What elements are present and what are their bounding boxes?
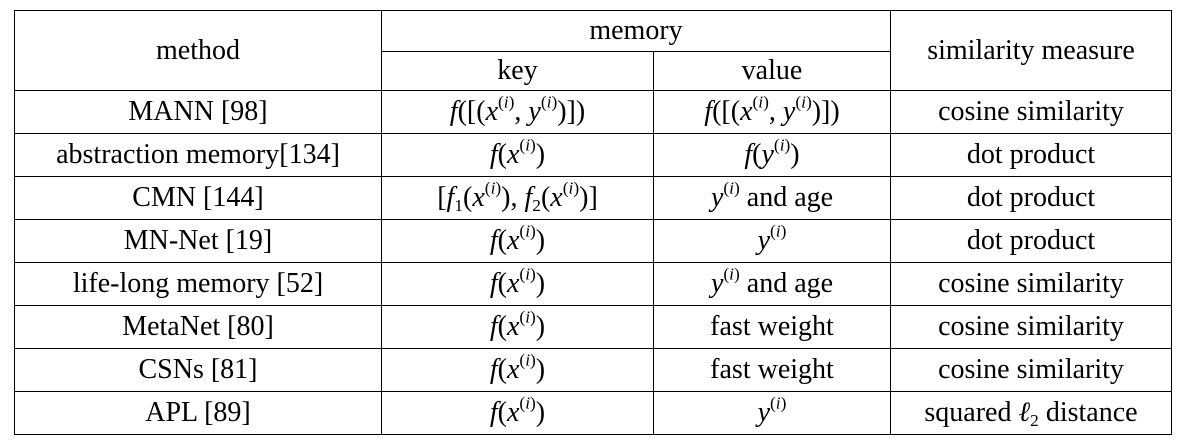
similarity-cell: cosine similarity (890, 262, 1172, 306)
similarity-cell: dot product (890, 219, 1172, 263)
similarity-cell: cosine similarity (890, 348, 1172, 392)
key-cell: f(x(i)) (381, 133, 654, 177)
key-cell: f(x(i)) (381, 348, 654, 392)
table-row: APL [89] f(x(i)) y(i) squared ℓ2 distance (14, 391, 1172, 435)
value-cell: y(i) and age (653, 262, 891, 306)
similarity-cell: dot product (890, 176, 1172, 220)
memory-methods-table: method memory similarity measure key val… (14, 10, 1172, 435)
method-cell: CSNs [81] (14, 348, 382, 392)
table-row: abstraction memory[134] f(x(i)) f(y(i)) dot… (14, 133, 1172, 177)
value-cell: fast weight (653, 305, 891, 349)
method-cell: MetaNet [80] (14, 305, 382, 349)
similarity-cell: cosine similarity (890, 305, 1172, 349)
value-cell: y(i) and age (653, 176, 891, 220)
table-body: MANN [98] f([(x(i), y(i))]) f([(x(i), y(i)… (14, 90, 1172, 435)
table-row: MN-Net [19] f(x(i)) y(i) dot product (14, 219, 1172, 263)
header-method: method (14, 10, 382, 91)
header-similarity: similarity measure (890, 10, 1172, 91)
header-value: value (653, 51, 891, 91)
header-key: key (381, 51, 654, 91)
value-cell: fast weight (653, 348, 891, 392)
similarity-cell: dot product (890, 133, 1172, 177)
header-memory: memory (381, 10, 891, 52)
table-row: CSNs [81] f(x(i)) fast weight cosine simila… (14, 348, 1172, 392)
method-cell: MANN [98] (14, 90, 382, 134)
key-cell: f(x(i)) (381, 219, 654, 263)
value-cell: f(y(i)) (653, 133, 891, 177)
table-row: CMN [144] [f1(x(i)), f2(x(i))] y(i) and ag… (14, 176, 1172, 220)
value-cell: f([(x(i), y(i))]) (653, 90, 891, 134)
table-container: method memory similarity measure key val… (14, 10, 1172, 435)
similarity-cell: squared ℓ2 distance (890, 391, 1172, 435)
table-row: MetaNet [80] f(x(i)) fast weight cosine sim… (14, 305, 1172, 349)
value-cell: y(i) (653, 391, 891, 435)
similarity-cell: cosine similarity (890, 90, 1172, 134)
table-row: MANN [98] f([(x(i), y(i))]) f([(x(i), y(i)… (14, 90, 1172, 134)
key-cell: f(x(i)) (381, 305, 654, 349)
key-cell: f([(x(i), y(i))]) (381, 90, 654, 134)
table-row: life-long memory [52] f(x(i)) y(i) and age… (14, 262, 1172, 306)
method-cell: life-long memory [52] (14, 262, 382, 306)
key-cell: f(x(i)) (381, 262, 654, 306)
key-cell: [f1(x(i)), f2(x(i))] (381, 176, 654, 220)
key-cell: f(x(i)) (381, 391, 654, 435)
method-cell: abstraction memory[134] (14, 133, 382, 177)
method-cell: MN-Net [19] (14, 219, 382, 263)
method-cell: CMN [144] (14, 176, 382, 220)
value-cell: y(i) (653, 219, 891, 263)
method-cell: APL [89] (14, 391, 382, 435)
